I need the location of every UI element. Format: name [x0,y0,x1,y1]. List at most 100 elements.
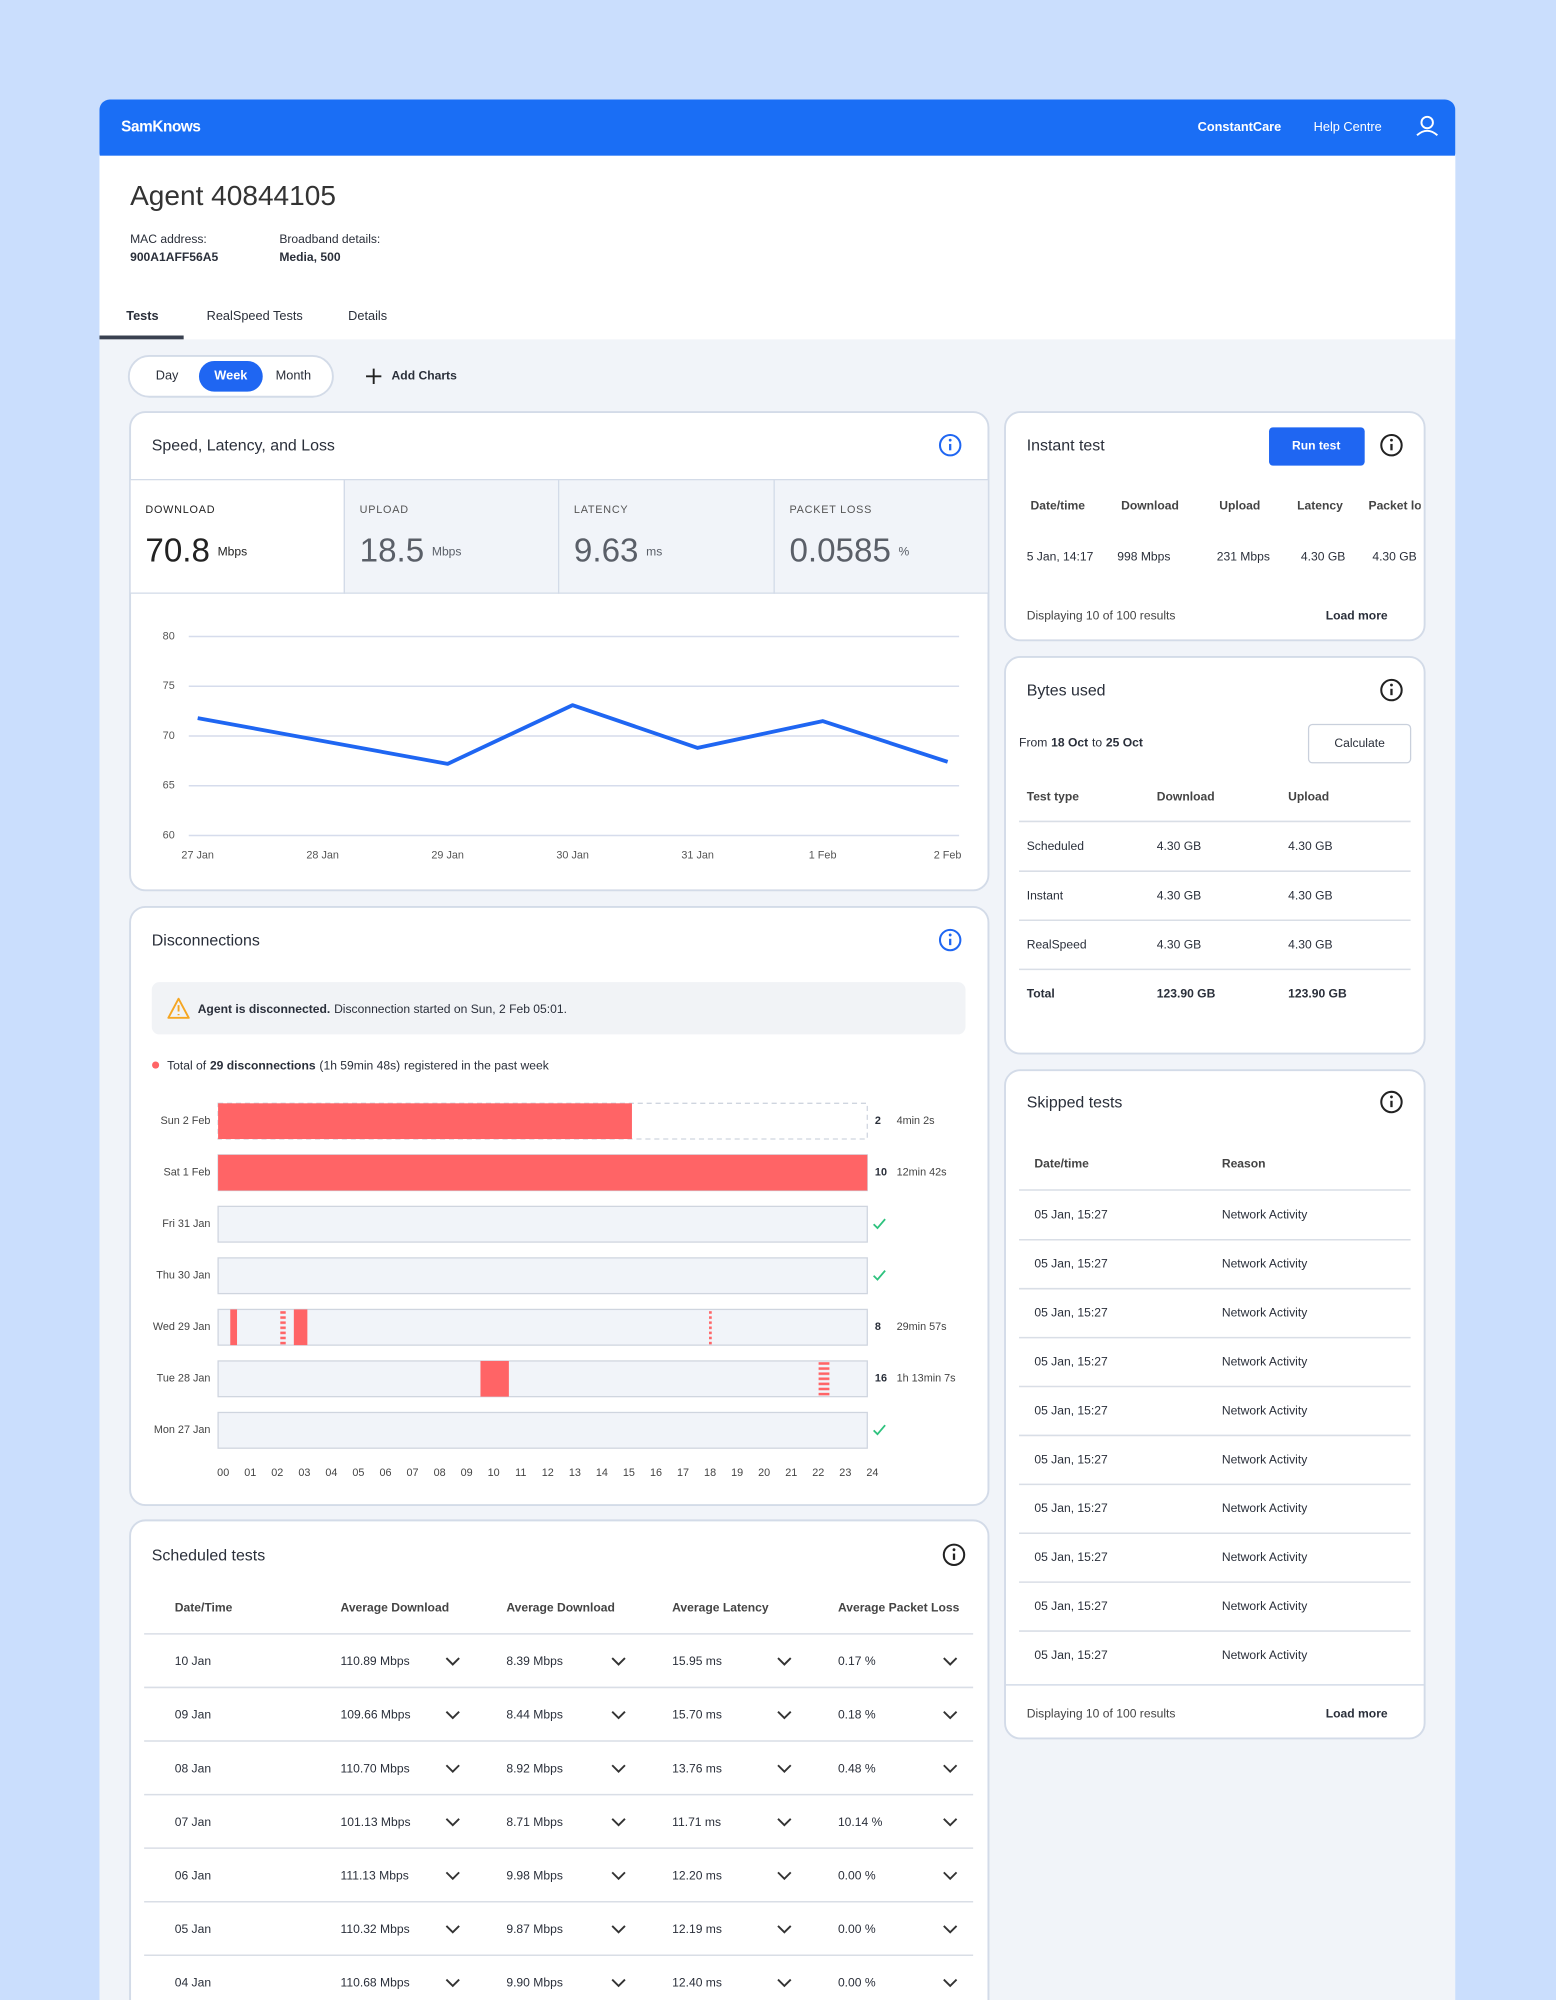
column-header: Packet loss [1369,499,1436,513]
run-test-button[interactable] [1269,427,1365,466]
expand-chevron[interactable] [777,1764,792,1773]
tab[interactable]: RealSpeed Tests [207,308,303,323]
column-header: Average Download [506,1601,615,1615]
table-cell: Scheduled [1027,839,1084,853]
info-icon[interactable] [938,433,962,457]
field-label: Broadband details: [279,232,380,246]
user-icon[interactable] [1416,115,1439,137]
table-cell: Network Activity [1222,1550,1308,1564]
x-tick-label: 10 [488,1467,500,1479]
info-icon[interactable] [1380,1090,1403,1114]
summary-dot [152,1061,160,1069]
info-icon[interactable] [938,928,962,952]
button-label: Run test [1292,439,1340,453]
expand-chevron[interactable] [445,1978,460,1988]
expand-chevron[interactable] [943,1978,958,1988]
period-option[interactable]: Week [214,368,248,383]
expand-chevron[interactable] [943,1925,958,1934]
expand-chevron[interactable] [611,1871,626,1881]
card-title: Skipped tests [1027,1095,1123,1112]
disconnection [230,1309,238,1346]
tab[interactable]: Tests [126,308,158,323]
expand-chevron[interactable] [445,1764,460,1773]
nav-link[interactable]: Help Centre [1314,119,1382,134]
x-tick-label: 15 [623,1467,635,1479]
table-cell: 05 Jan, 15:27 [1034,1501,1108,1515]
card-title: Bytes used [1027,683,1106,700]
expand-chevron[interactable] [445,1711,460,1720]
day-label: Sat 1 Feb [163,1167,210,1179]
load-more[interactable]: Load more [1326,608,1388,622]
calculate-button[interactable] [1307,723,1412,764]
expand-chevron[interactable] [943,1657,958,1666]
info-circle [1380,678,1403,702]
metric-value-part: Mbps [218,545,248,559]
expand-chevron[interactable] [777,1657,792,1666]
info-icon[interactable] [1380,433,1403,457]
table-cell: 9.98 Mbps [506,1868,563,1882]
expand-chevron[interactable] [611,1711,626,1720]
card-title: Speed, Latency, and Loss [152,438,335,455]
expand-chevron[interactable] [777,1818,792,1827]
x-tick-label: 2 Feb [934,850,962,862]
day-track [217,1411,868,1449]
day-label: Thu 30 Jan [156,1270,210,1282]
expand-chevron[interactable] [777,1871,792,1881]
table-cell: 109.66 Mbps [341,1708,411,1722]
metric-value: 9.63 ms [574,532,662,569]
info-dot [1390,683,1393,687]
metric-label: PACKET LOSS [789,504,872,516]
expand-chevron[interactable] [611,1818,626,1827]
info-icon[interactable] [1380,678,1403,702]
expand-chevron[interactable] [611,1657,626,1666]
info-icon[interactable] [942,1543,966,1567]
expand-chevron[interactable] [943,1711,958,1720]
period-option[interactable]: Month [276,368,311,383]
expand-chevron[interactable] [943,1871,958,1881]
alert-text-part: Disconnection started on Sun, 2 Feb 05:0… [334,1002,567,1016]
expand-chevron[interactable] [777,1711,792,1720]
expand-chevron[interactable] [611,1925,626,1934]
info-dot [1390,1095,1393,1099]
expand-chevron[interactable] [445,1818,460,1827]
expand-chevron[interactable] [445,1925,460,1934]
expand-chevron[interactable] [445,1657,460,1666]
expand-chevron[interactable] [943,1764,958,1773]
load-more[interactable]: Load more [1326,1706,1388,1720]
x-tick-label: 09 [461,1467,473,1479]
table-cell: 15.70 ms [672,1708,722,1722]
expand-chevron[interactable] [445,1871,460,1881]
metric-label: DOWNLOAD [145,504,215,516]
table-cell: Network Activity [1222,1452,1308,1466]
table-cell: 4.30 GB [1157,937,1201,951]
y-tick-label: 75 [163,680,175,692]
skipped-card [1004,1069,1426,1740]
expand-chevron[interactable] [611,1764,626,1773]
table-cell: 231 Mbps [1217,550,1270,564]
metric-value-part: Mbps [432,545,462,559]
user-body [1416,129,1439,137]
expand-chevron[interactable] [777,1925,792,1934]
expand-chevron[interactable] [777,1978,792,1988]
summary-text-part: registered in the past week [404,1059,550,1073]
metric-cell [773,478,990,594]
metric-value-part: % [899,545,910,559]
summary-text-part: Total of [167,1059,207,1073]
table-cell: 101.13 Mbps [341,1815,411,1829]
field-label: MAC address: [130,232,207,246]
disconnection-count: 16 [875,1373,887,1385]
x-tick-label: 11 [515,1467,526,1479]
table-cell: 110.70 Mbps [341,1761,410,1775]
expand-chevron[interactable] [611,1978,626,1988]
add-charts[interactable]: Add Charts [392,369,458,383]
tab[interactable]: Details [348,308,387,323]
nav-link[interactable]: ConstantCare [1198,119,1282,134]
expand-chevron[interactable] [943,1818,958,1827]
disconnection-duration: 1h 13min 7s [897,1373,957,1385]
period-option[interactable]: Day [156,368,179,383]
table-cell: 110.68 Mbps [341,1976,410,1990]
table-cell: 10 Jan [175,1654,211,1668]
date-range-part: 18 Oct [1051,736,1088,750]
tab-underline [99,335,184,340]
